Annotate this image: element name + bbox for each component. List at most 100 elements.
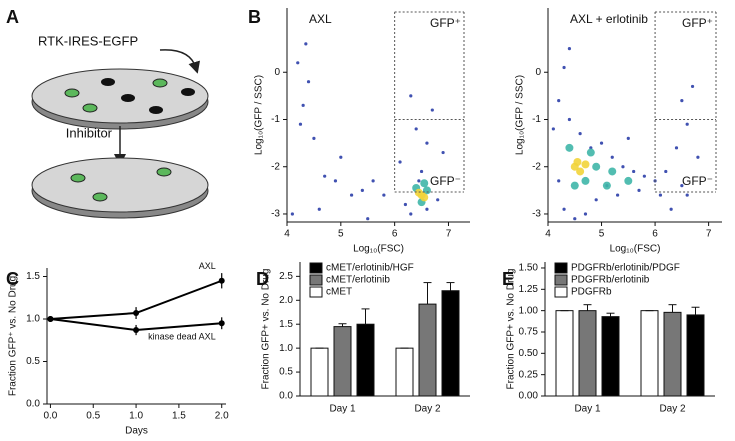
y-tick-label: 1.25 (519, 284, 539, 295)
point (419, 169, 424, 174)
point (366, 217, 370, 221)
y-tick-label: 0 (274, 67, 280, 78)
cell (101, 78, 115, 86)
y-axis-label: Log₁₀(GFP / SSC) (515, 75, 526, 155)
point (602, 181, 611, 190)
legend-label: PDGFRb/erlotinib (571, 275, 650, 286)
point (565, 143, 574, 152)
point (658, 193, 663, 197)
x-tick-label: 1.0 (129, 411, 143, 422)
point (371, 179, 375, 183)
point (422, 186, 431, 195)
cell (181, 88, 195, 96)
point (323, 174, 327, 178)
legend-label: cMET (326, 287, 352, 298)
point (425, 207, 429, 211)
point (567, 117, 572, 122)
y-axis-label: Fraction GFP⁺ vs. No Drug (8, 276, 19, 396)
point (581, 176, 590, 185)
gate-label: GFP⁺ (430, 16, 461, 30)
step-label: Inhibitor (66, 125, 113, 140)
point (298, 122, 303, 126)
x-tick-label: 5 (338, 229, 344, 240)
point (398, 160, 402, 164)
point (592, 162, 601, 171)
panel-label: C (6, 269, 19, 289)
cell (82, 103, 98, 113)
point (417, 179, 421, 183)
y-tick-label: 0.5 (26, 356, 40, 367)
point (551, 127, 555, 131)
point (414, 127, 418, 131)
point (573, 217, 577, 221)
point (133, 310, 140, 317)
x-tick-label: Day 1 (574, 404, 601, 415)
legend-label: PDGFRb (571, 287, 612, 298)
y-tick-label: 2.0 (279, 295, 293, 306)
point (637, 188, 641, 192)
y-axis-label: Fraction GFP+ vs. No Drug (506, 269, 517, 390)
point (312, 136, 316, 140)
x-tick-label: 0.5 (86, 411, 100, 422)
point (685, 122, 689, 126)
point (557, 98, 561, 103)
y-tick-label: 1.0 (279, 343, 293, 354)
point (570, 181, 579, 190)
point (621, 165, 625, 169)
bar (663, 311, 682, 397)
x-tick-label: 4 (545, 229, 551, 240)
y-tick-label: 0.0 (26, 399, 40, 410)
legend-swatch (309, 262, 323, 274)
point (403, 202, 408, 207)
point (624, 176, 633, 185)
y-tick-label: -3 (532, 209, 541, 220)
x-tick-label: 6 (392, 229, 398, 240)
cell (92, 192, 108, 202)
bar (686, 314, 705, 397)
point (425, 141, 429, 145)
cell (70, 173, 86, 183)
point (594, 198, 598, 202)
x-axis-label: Days (125, 426, 148, 437)
x-tick-label: Day 2 (659, 404, 686, 415)
gate-label: GFP⁻ (430, 174, 461, 188)
point (557, 179, 561, 183)
point (599, 141, 604, 145)
cell (121, 94, 135, 102)
bar (356, 323, 375, 397)
bar (441, 290, 460, 397)
point (669, 207, 673, 211)
point (581, 160, 590, 169)
x-tick-label: 7 (446, 229, 452, 240)
x-tick-label: 2.0 (215, 411, 229, 422)
point (349, 193, 354, 197)
y-axis-label: Fraction GFP+ vs. No Drug (261, 269, 272, 390)
diagram-label: RTK-IRES-EGFP (38, 33, 138, 48)
point (576, 167, 585, 176)
y-tick-label: -1 (532, 114, 541, 125)
x-tick-label: 5 (599, 229, 605, 240)
y-tick-label: -3 (271, 209, 280, 220)
y-tick-label: 1.50 (519, 263, 539, 274)
cell (64, 88, 80, 98)
point (664, 169, 668, 174)
gate-label: GFP⁺ (682, 16, 713, 30)
point (610, 155, 614, 159)
cell (156, 167, 172, 177)
point (218, 320, 225, 327)
point (317, 207, 321, 211)
legend-label: cMET/erlotinib/HGF (326, 263, 414, 274)
point (562, 65, 566, 70)
y-tick-label: 1.00 (519, 305, 539, 316)
point (360, 188, 364, 192)
cell (152, 78, 168, 88)
legend-swatch (554, 274, 568, 286)
point (47, 316, 54, 322)
y-tick-label: 0.00 (519, 391, 539, 402)
bar (333, 326, 352, 397)
legend-swatch (554, 262, 568, 274)
point (685, 193, 689, 197)
point (680, 98, 684, 103)
